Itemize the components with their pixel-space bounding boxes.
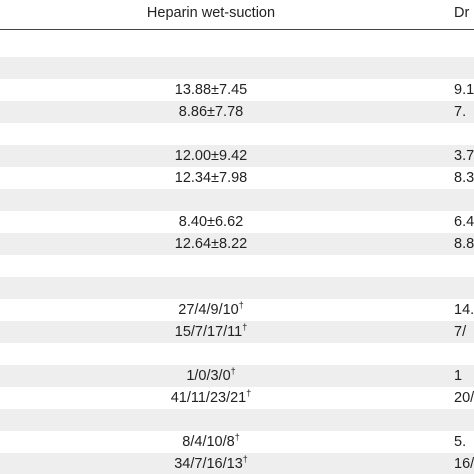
- table-row: [0, 255, 474, 277]
- cell-text: 15/7/17/11: [174, 324, 243, 340]
- cell-text: 8.40±6.62: [178, 214, 244, 230]
- table-row: 8/4/10/8† 5.: [0, 431, 474, 453]
- table-row: 27/4/9/10† 14.: [0, 299, 474, 321]
- table-row: 1/0/3/0† 1: [0, 365, 474, 387]
- heparin-cell: 1/0/3/0†: [111, 365, 311, 387]
- dry-cell: 7/: [454, 324, 467, 340]
- heparin-cell: 41/11/23/21†: [111, 387, 311, 409]
- dry-cell: 6.4: [454, 214, 474, 230]
- table-row: 34/7/16/13† 16/: [0, 453, 474, 474]
- table-row: 12.34±7.98 8.3: [0, 167, 474, 189]
- heparin-cell: 12.34±7.98: [111, 167, 311, 189]
- table-row: [0, 35, 474, 57]
- dry-cell: 20/: [454, 390, 474, 406]
- cell-text: 34/7/16/13: [174, 456, 243, 472]
- cell-text: 12.64±8.22: [174, 236, 248, 252]
- heparin-cell: 12.00±9.42: [111, 145, 311, 167]
- table-row: [0, 189, 474, 211]
- dry-cell: 16/: [454, 456, 474, 472]
- table-row: [0, 277, 474, 299]
- heparin-cell: 8.40±6.62: [111, 211, 311, 233]
- footnote-mark: †: [242, 322, 248, 332]
- footnote-mark: †: [242, 454, 248, 464]
- table-row: 12.64±8.22 8.8: [0, 233, 474, 255]
- cell-text: 8/4/10/8: [182, 434, 235, 450]
- footnote-mark: †: [234, 432, 240, 442]
- footnote-mark: †: [230, 366, 236, 376]
- table-row: 12.00±9.42 3.7: [0, 145, 474, 167]
- table-row: 15/7/17/11† 7/: [0, 321, 474, 343]
- dry-cell: 1: [454, 368, 463, 384]
- table-row: 13.88±7.45 9.1: [0, 79, 474, 101]
- header-rule: [0, 29, 474, 30]
- cell-text: 8.86±7.78: [178, 104, 244, 120]
- heparin-cell: 12.64±8.22: [111, 233, 311, 255]
- cell-text: 13.88±7.45: [174, 82, 248, 98]
- footnote-mark: †: [238, 300, 244, 310]
- dry-cell: 8.3: [454, 170, 474, 186]
- column-header: Dr: [454, 5, 470, 21]
- cell-text: 12.00±9.42: [174, 148, 248, 164]
- cell-text: 1/0/3/0: [186, 368, 231, 384]
- table-row: [0, 123, 474, 145]
- table-row: [0, 343, 474, 365]
- dry-cell: 14.: [454, 302, 474, 318]
- dry-cell: 8.8: [454, 236, 474, 252]
- table-row: [0, 409, 474, 431]
- dry-cell: 3.7: [454, 148, 474, 164]
- table-row: 8.40±6.62 6.4: [0, 211, 474, 233]
- cell-text: 12.34±7.98: [174, 170, 248, 186]
- heparin-cell: 13.88±7.45: [111, 79, 311, 101]
- footnote-mark: †: [246, 388, 252, 398]
- cell-text: 41/11/23/21: [170, 390, 247, 406]
- column-header: Heparin wet-suction: [146, 5, 276, 21]
- heparin-cell: 8/4/10/8†: [111, 431, 311, 453]
- table-row: 41/11/23/21† 20/: [0, 387, 474, 409]
- heparin-cell: 34/7/16/13†: [111, 453, 311, 474]
- table-row: 8.86±7.78 7.: [0, 101, 474, 123]
- dry-cell: 9.1: [454, 82, 474, 98]
- heparin-cell: 15/7/17/11†: [111, 321, 311, 343]
- cell-text: 27/4/9/10: [178, 302, 239, 318]
- dry-cell: 7.: [454, 104, 467, 120]
- heparin-cell: 27/4/9/10†: [111, 299, 311, 321]
- table-row: [0, 57, 474, 79]
- dry-cell: 5.: [454, 434, 467, 450]
- heparin-cell: 8.86±7.78: [111, 101, 311, 123]
